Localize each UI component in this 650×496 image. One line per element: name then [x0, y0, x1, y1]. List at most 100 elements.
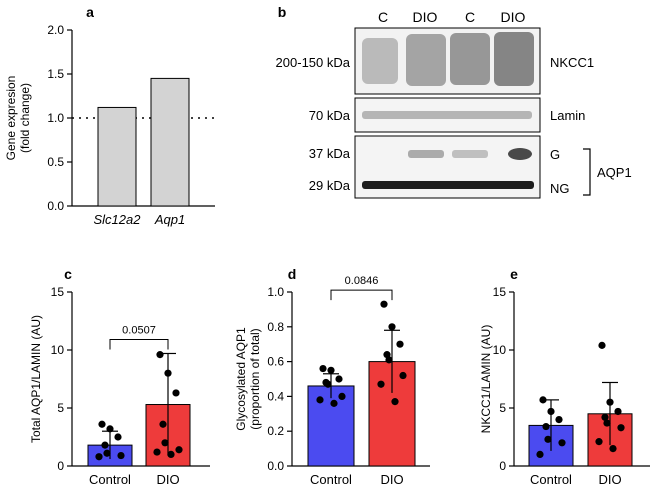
y-tick-label: 10	[493, 343, 507, 357]
data-point	[330, 399, 338, 407]
blot-ng-label: NG	[550, 181, 570, 196]
blot-bracket	[583, 148, 591, 196]
y-tick-label: 5	[57, 401, 64, 415]
y-axis-label: NKCC1/LAMIN (AU)	[479, 325, 493, 434]
panel-label-d: d	[288, 266, 297, 282]
data-point	[388, 323, 396, 331]
y-tick-label: 0.2	[267, 424, 284, 438]
band	[408, 150, 444, 158]
band	[450, 33, 490, 85]
blot-g-label: G	[550, 147, 560, 162]
y-tick-label: 2.0	[47, 23, 64, 37]
p-value-label: 0.0507	[122, 324, 156, 336]
data-point	[601, 413, 609, 421]
x-tick-label: Aqp1	[154, 212, 185, 227]
data-point	[547, 407, 555, 416]
data-point	[617, 424, 625, 432]
significance-bracket	[330, 289, 393, 301]
band	[494, 32, 534, 86]
data-point	[399, 371, 407, 380]
data-point	[153, 448, 161, 456]
blot-kda-label: 70 kDa	[309, 108, 351, 123]
data-point	[316, 396, 324, 404]
y-axis-label: Gene expresion	[4, 76, 18, 161]
data-point	[172, 389, 180, 397]
panel-label-b: b	[278, 4, 287, 20]
western-blot: C DIO C DIO 200-150 kDa NKCC1 70 kDa Lam…	[276, 9, 632, 199]
data-point	[544, 435, 552, 443]
blot-kda-label: 29 kDa	[309, 178, 351, 193]
lane-label: C	[465, 9, 475, 25]
band	[362, 111, 532, 119]
data-point	[539, 396, 547, 404]
data-point	[542, 422, 550, 431]
band	[406, 34, 446, 86]
data-point	[106, 425, 114, 433]
y-axis-label: (fold change)	[18, 83, 32, 153]
x-tick-label: Slc12a2	[94, 212, 142, 227]
y-tick-label: 15	[493, 285, 507, 299]
data-point	[95, 453, 103, 461]
data-point	[319, 364, 327, 373]
data-point	[609, 445, 617, 453]
data-point	[536, 450, 544, 458]
x-tick-label: Control	[530, 472, 572, 487]
chart-panel-e: 0 5 10 15 NKCC1/LAMIN (AU) Control DIO	[479, 285, 650, 487]
panel-label-c: c	[64, 266, 72, 282]
panel-label-e: e	[510, 266, 518, 282]
data-point	[595, 438, 603, 446]
data-point	[598, 341, 606, 349]
y-axis-label: Glycosylated AQP1	[234, 327, 248, 431]
data-point	[103, 449, 111, 457]
y-tick-label: 0.0	[47, 199, 64, 213]
blot-protein-label: AQP1	[597, 165, 632, 180]
y-axis-label: (proportion of total)	[248, 328, 262, 429]
band	[362, 38, 398, 84]
y-tick-label: 10	[51, 343, 65, 357]
x-tick-label: DIO	[380, 472, 403, 487]
band	[362, 181, 534, 189]
bar	[150, 77, 190, 207]
band	[452, 150, 488, 158]
blot-kda-label: 200-150 kDa	[276, 55, 351, 70]
p-value-label: 0.0846	[345, 275, 379, 287]
bar	[307, 385, 355, 467]
data-point	[101, 441, 109, 449]
data-point	[377, 380, 385, 388]
data-point	[396, 340, 404, 348]
x-tick-label: DIO	[156, 472, 179, 487]
data-point	[614, 407, 622, 416]
data-point	[175, 446, 183, 454]
panel-label-a: a	[86, 4, 94, 20]
y-axis-label: Total AQP1/LAMIN (AU)	[29, 315, 43, 443]
data-point	[324, 380, 332, 388]
x-tick-label: DIO	[598, 472, 621, 487]
y-tick-label: 1.0	[267, 285, 284, 299]
y-tick-label: 15	[51, 285, 65, 299]
y-tick-label: 0.0	[267, 459, 284, 473]
data-point	[114, 433, 122, 441]
y-tick-label: 0	[57, 459, 64, 473]
y-tick-label: 0.8	[267, 320, 284, 334]
data-point	[338, 392, 346, 400]
y-tick-label: 5	[499, 401, 506, 415]
data-point	[156, 351, 164, 359]
chart-panel-d: 0.0 0.2 0.4 0.6 0.8 1.0 Glycosylated AQP1 (prop…	[234, 275, 430, 487]
data-point	[391, 398, 399, 406]
blot-protein-label: NKCC1	[550, 55, 594, 70]
y-tick-label: 1.0	[47, 111, 64, 125]
data-point	[167, 450, 175, 458]
significance-bracket	[109, 338, 169, 350]
data-point	[164, 369, 172, 377]
data-point	[555, 416, 563, 424]
data-point	[161, 439, 169, 447]
band	[508, 148, 532, 160]
y-tick-label: 0.6	[267, 355, 284, 369]
data-point	[606, 398, 614, 406]
y-tick-label: 0.4	[267, 389, 284, 403]
lane-label: DIO	[501, 9, 526, 25]
y-tick-label: 0	[499, 459, 506, 473]
blot-kda-label: 37 kDa	[309, 146, 351, 161]
data-point	[117, 451, 125, 460]
